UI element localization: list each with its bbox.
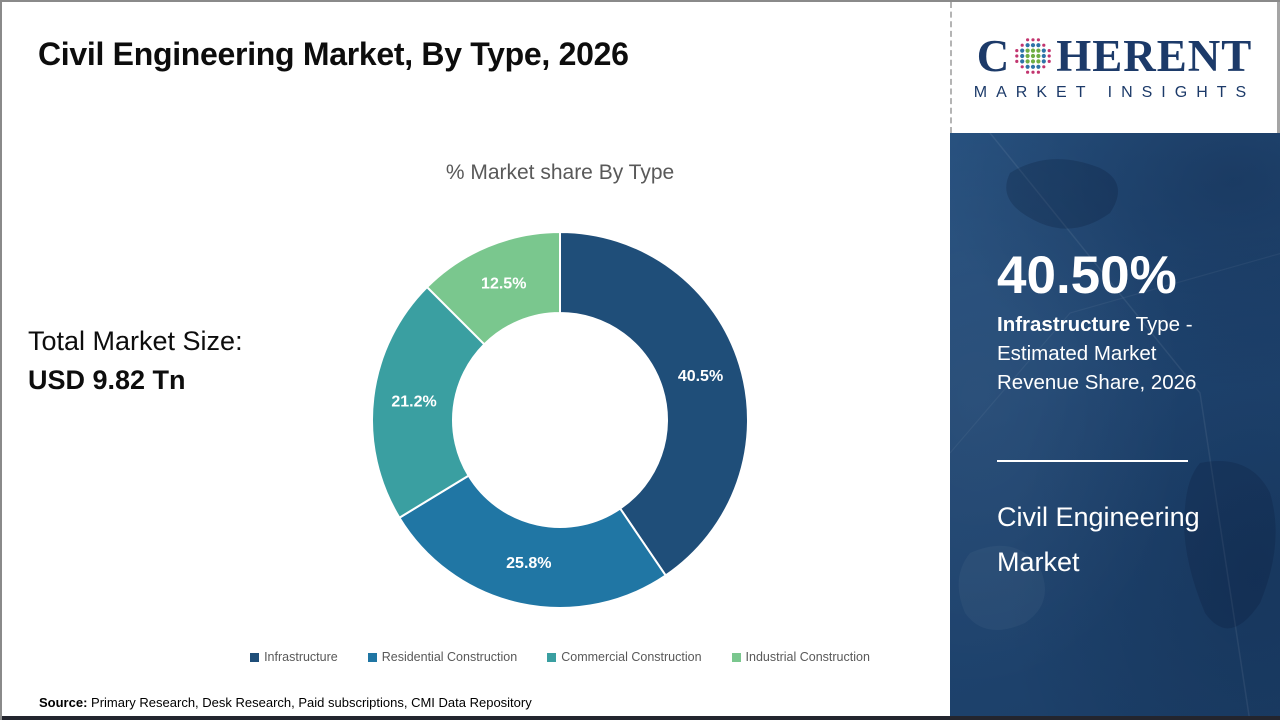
legend-swatch xyxy=(367,652,377,662)
sidebar-market-title: Civil Engineering Market xyxy=(997,495,1200,585)
donut-slice-infrastructure xyxy=(559,230,749,577)
source-label: Source: xyxy=(39,695,88,710)
sidebar-market-title-line1: Civil Engineering xyxy=(997,502,1200,532)
chart-title: % Market share By Type xyxy=(445,161,675,184)
legend-swatch xyxy=(547,652,557,662)
logo-globe-icon xyxy=(1015,38,1052,74)
sidebar-divider xyxy=(997,460,1188,462)
logo-word-start: C xyxy=(976,30,1011,81)
donut-chart-container: 40.5% 25.8% 21.2% 12.5% xyxy=(368,228,752,612)
total-market-size-label: Total Market Size: xyxy=(28,326,243,356)
stat-desc-line2: Estimated Market xyxy=(997,342,1157,365)
total-market-size-value: USD 9.82 Tn xyxy=(28,365,186,395)
legend-swatch xyxy=(731,652,741,662)
donut-slice-label: 12.5% xyxy=(481,275,526,292)
legend-item-industrial-construction: Industrial Construction xyxy=(731,650,870,664)
legend-item-residential-construction: Residential Construction xyxy=(367,650,518,664)
logo-word-end: HERENT xyxy=(1056,30,1253,81)
world-map-texture xyxy=(950,133,1280,720)
donut-slice-label: 21.2% xyxy=(391,394,436,411)
logo-subtitle: MARKET INSIGHTS xyxy=(973,83,1256,101)
chart-legend: Infrastructure Residential Construction Co… xyxy=(110,650,1010,664)
donut-slice-label: 25.8% xyxy=(506,555,551,572)
page-title: Civil Engineering Market, By Type, 2026 xyxy=(38,36,629,72)
sidebar-panel: 40.50% Infrastructure Type - Estimated M… xyxy=(950,133,1280,720)
legend-label: Commercial Construction xyxy=(561,650,702,664)
legend-label: Industrial Construction xyxy=(745,650,870,664)
logo-coherent: C HERENT xyxy=(976,30,1253,81)
legend-swatch xyxy=(250,652,260,662)
stat-desc-line3: Revenue Share, 2026 xyxy=(997,371,1197,394)
total-market-size: Total Market Size: USD 9.82 Tn xyxy=(28,322,243,400)
legend-label: Infrastructure xyxy=(264,650,338,664)
sidebar: C HERENT MARKET INSIGHTS 40.50% Infrastr… xyxy=(950,2,1280,720)
legend-label: Residential Construction xyxy=(381,650,518,664)
legend-item-infrastructure: Infrastructure xyxy=(250,650,338,664)
stat-desc-bold: Infrastructure xyxy=(997,313,1131,336)
donut-slice-commercial-construction xyxy=(371,285,486,520)
sidebar-market-title-line2: Market xyxy=(997,547,1080,577)
stat-desc-line1: Infrastructure Type - xyxy=(997,310,1196,339)
bottom-accent-bar xyxy=(2,716,1280,720)
source-text: Primary Research, Desk Research, Paid su… xyxy=(87,695,532,710)
donut-slice-residential-construction xyxy=(398,474,668,609)
sidebar-stat-desc: Infrastructure Type - Estimated Market R… xyxy=(997,310,1196,397)
legend-item-commercial-construction: Commercial Construction xyxy=(547,650,702,664)
donut-slice-industrial-construction xyxy=(425,230,561,346)
source-line: Source: Primary Research, Desk Research,… xyxy=(39,695,532,710)
donut-slice-label: 40.5% xyxy=(678,368,723,385)
donut-chart: 40.5% 25.8% 21.2% 12.5% xyxy=(371,230,749,609)
sidebar-stat-value: 40.50% xyxy=(997,246,1177,305)
logo-box: C HERENT MARKET INSIGHTS xyxy=(950,2,1280,133)
stat-desc-rest: Type - xyxy=(1130,313,1193,336)
